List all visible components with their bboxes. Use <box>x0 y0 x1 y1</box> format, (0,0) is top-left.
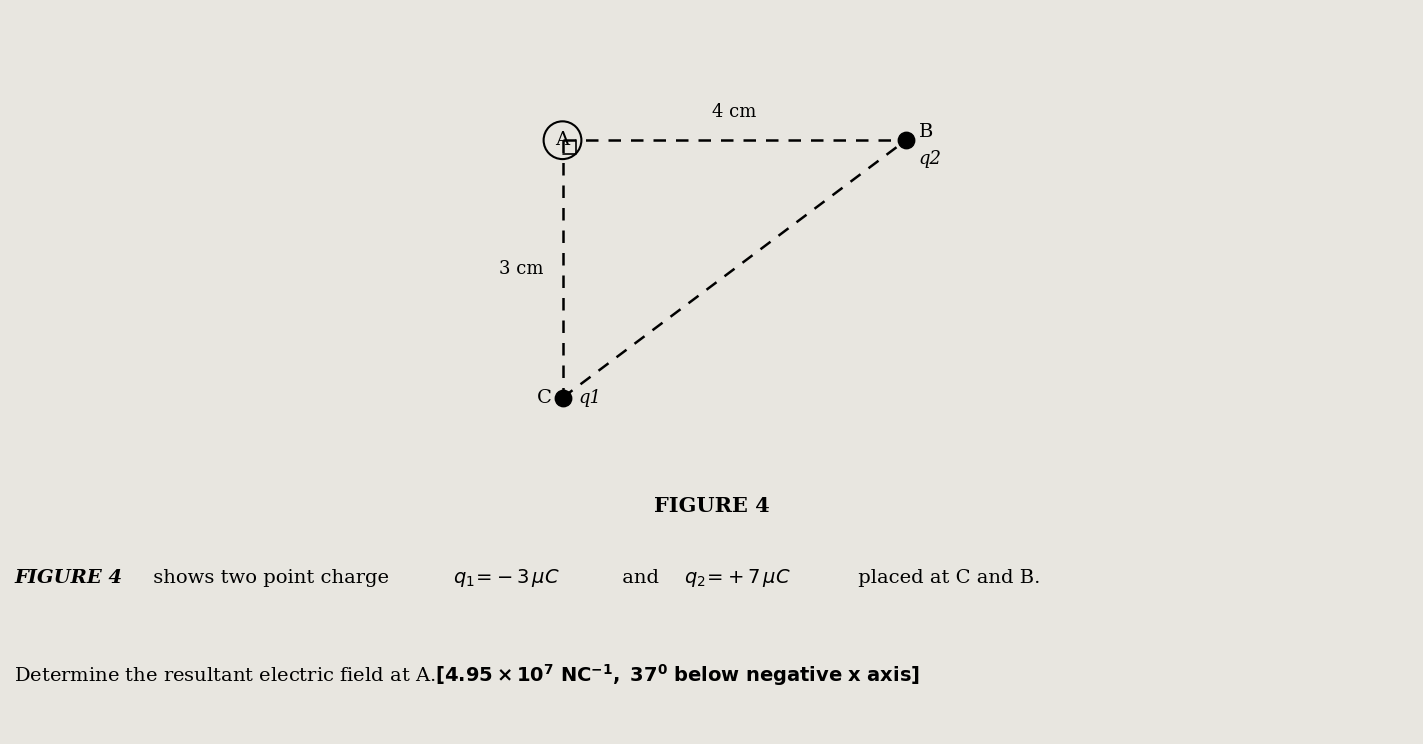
Text: placed at C and B.: placed at C and B. <box>852 569 1040 587</box>
Text: q1: q1 <box>578 389 601 407</box>
Text: B: B <box>919 123 933 141</box>
Text: shows two point charge: shows two point charge <box>147 569 394 587</box>
Text: A: A <box>555 131 569 150</box>
Text: 4 cm: 4 cm <box>712 103 757 121</box>
Text: $q_1\!=\!-3\,\mu C$: $q_1\!=\!-3\,\mu C$ <box>453 567 559 589</box>
Text: and: and <box>616 569 666 587</box>
Text: 3 cm: 3 cm <box>499 260 544 278</box>
Text: q2: q2 <box>919 150 942 168</box>
Point <box>551 392 573 404</box>
Text: C: C <box>538 389 552 407</box>
Point <box>895 134 918 146</box>
Text: $q_2\!=\!+7\,\mu C$: $q_2\!=\!+7\,\mu C$ <box>684 567 791 589</box>
Text: FIGURE 4: FIGURE 4 <box>14 569 122 587</box>
Text: FIGURE 4: FIGURE 4 <box>653 496 770 516</box>
Text: Determine the resultant electric field at A.$\mathbf{[4.95\times10^7\ NC^{-1},\ : Determine the resultant electric field a… <box>14 662 921 687</box>
